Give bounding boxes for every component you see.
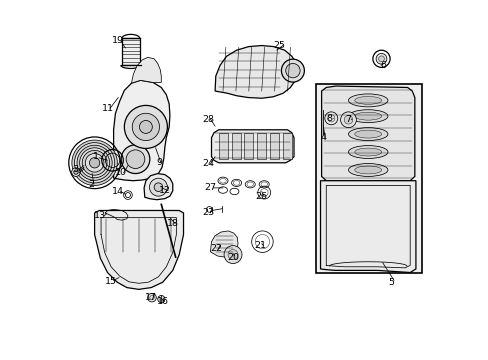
- Circle shape: [375, 53, 386, 64]
- Polygon shape: [144, 174, 172, 200]
- Text: 16: 16: [157, 297, 168, 306]
- Text: 15: 15: [105, 276, 117, 285]
- Ellipse shape: [354, 130, 381, 138]
- Ellipse shape: [348, 110, 387, 123]
- Circle shape: [378, 56, 384, 62]
- Text: 1: 1: [93, 152, 99, 161]
- Polygon shape: [211, 130, 293, 163]
- Ellipse shape: [354, 166, 381, 174]
- Polygon shape: [321, 86, 414, 181]
- Text: 10: 10: [115, 168, 126, 177]
- Circle shape: [74, 170, 78, 174]
- Circle shape: [158, 296, 164, 303]
- Bar: [231, 134, 240, 159]
- Text: 5: 5: [388, 278, 394, 287]
- Text: 25: 25: [273, 41, 285, 50]
- Polygon shape: [320, 181, 415, 273]
- Circle shape: [124, 105, 167, 148]
- Text: 21: 21: [254, 241, 266, 250]
- Text: 28: 28: [202, 114, 213, 123]
- Circle shape: [344, 116, 352, 124]
- Bar: [257, 134, 266, 159]
- Circle shape: [147, 293, 156, 302]
- Circle shape: [126, 150, 144, 168]
- Text: 19: 19: [112, 36, 124, 45]
- Polygon shape: [94, 211, 183, 289]
- Bar: [283, 134, 292, 159]
- Text: 27: 27: [204, 183, 216, 192]
- Circle shape: [80, 148, 109, 178]
- Text: 18: 18: [166, 219, 179, 228]
- Text: 23: 23: [202, 208, 214, 217]
- Bar: [122, 39, 140, 65]
- Bar: [218, 134, 227, 159]
- Text: 6: 6: [380, 61, 386, 70]
- Text: 17: 17: [145, 293, 157, 302]
- Text: 22: 22: [209, 244, 222, 253]
- Polygon shape: [131, 57, 161, 83]
- Ellipse shape: [348, 128, 387, 140]
- Polygon shape: [215, 45, 297, 98]
- Text: 8: 8: [326, 114, 332, 123]
- Text: 24: 24: [202, 159, 213, 168]
- Circle shape: [77, 145, 112, 180]
- Circle shape: [89, 158, 100, 168]
- Text: 13: 13: [94, 211, 106, 220]
- Bar: [270, 134, 279, 159]
- Text: 2: 2: [88, 180, 94, 189]
- Circle shape: [74, 143, 115, 183]
- Circle shape: [85, 153, 103, 172]
- Polygon shape: [210, 231, 238, 257]
- Circle shape: [224, 246, 242, 264]
- Circle shape: [285, 63, 300, 78]
- Circle shape: [227, 249, 238, 260]
- Ellipse shape: [348, 145, 387, 158]
- Text: 12: 12: [159, 186, 170, 195]
- Text: 4: 4: [320, 133, 325, 142]
- Text: 14: 14: [112, 187, 124, 196]
- Text: 3: 3: [72, 165, 78, 174]
- Text: 7: 7: [345, 114, 351, 123]
- Ellipse shape: [348, 163, 387, 176]
- Bar: [316, 84, 421, 273]
- Circle shape: [139, 121, 152, 134]
- Polygon shape: [113, 80, 169, 181]
- Circle shape: [72, 168, 80, 176]
- Circle shape: [72, 140, 117, 185]
- Text: 9: 9: [156, 158, 162, 167]
- Circle shape: [340, 112, 356, 128]
- Text: 26: 26: [255, 192, 267, 201]
- Text: 11: 11: [102, 104, 113, 113]
- Circle shape: [281, 59, 304, 82]
- Circle shape: [154, 183, 163, 192]
- Ellipse shape: [354, 96, 381, 104]
- Circle shape: [82, 150, 107, 175]
- Ellipse shape: [354, 112, 381, 120]
- Ellipse shape: [354, 148, 381, 156]
- Ellipse shape: [348, 94, 387, 107]
- Circle shape: [149, 178, 167, 196]
- Bar: [244, 134, 253, 159]
- Circle shape: [121, 145, 149, 174]
- Text: 20: 20: [226, 253, 239, 262]
- Circle shape: [132, 113, 159, 140]
